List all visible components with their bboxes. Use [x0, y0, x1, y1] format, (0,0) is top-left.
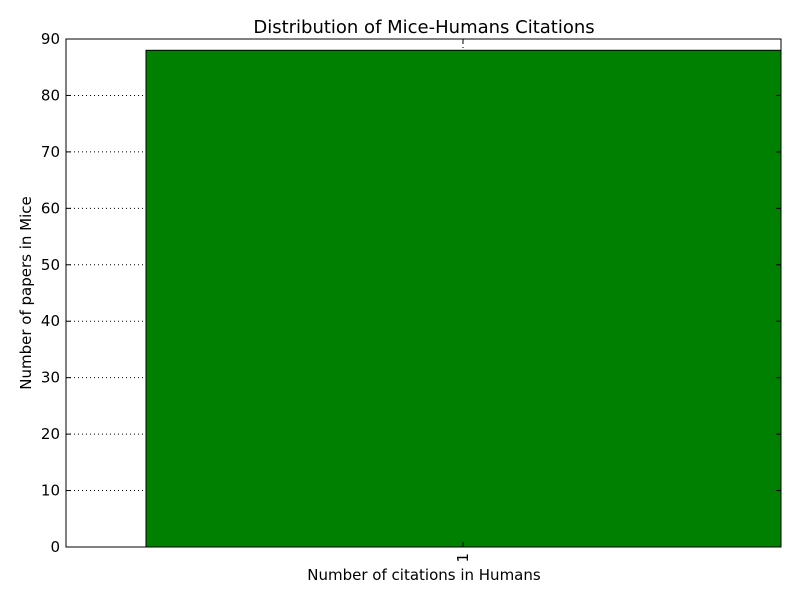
- x-tick-label: 1: [454, 553, 472, 563]
- ticks: 0 10 20 30 40 50 60 70 80 90 1: [41, 30, 781, 563]
- y-axis-label: Number of papers in Mice: [17, 196, 35, 390]
- chart-title: Distribution of Mice-Humans Citations: [253, 17, 594, 38]
- y-tick-label: 0: [50, 538, 60, 556]
- plot-area-frame: [65, 38, 782, 548]
- y-tick-label: 20: [41, 425, 60, 443]
- y-tick-label: 90: [41, 30, 60, 48]
- bars: [145, 49, 782, 548]
- y-tick-label: 70: [41, 143, 60, 161]
- y-tick-label: 80: [41, 86, 60, 104]
- y-tick-label: 50: [41, 256, 60, 274]
- y-tick-label: 40: [41, 312, 60, 330]
- y-tick-label: 60: [41, 199, 60, 217]
- y-tick-label: 10: [41, 482, 60, 500]
- bar: [145, 49, 782, 548]
- x-axis-label: Number of citations in Humans: [307, 566, 541, 584]
- y-tick-label: 30: [41, 369, 60, 387]
